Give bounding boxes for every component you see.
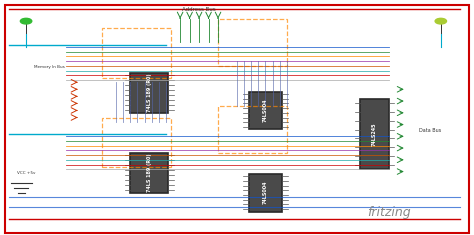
Bar (130, 153, 168, 193)
Bar (218, 106, 287, 153)
Bar (249, 92, 282, 129)
Text: Data Bus: Data Bus (419, 128, 442, 133)
Text: 74LS245: 74LS245 (372, 122, 377, 146)
Text: VCC +5v: VCC +5v (17, 171, 35, 175)
Text: fritzing: fritzing (367, 206, 410, 219)
Text: Memory In Bus: Memory In Bus (35, 65, 65, 69)
Text: Address Bus: Address Bus (182, 7, 216, 12)
Bar (360, 99, 389, 169)
Text: 74LS004: 74LS004 (263, 181, 268, 204)
Circle shape (20, 18, 32, 24)
Bar (218, 19, 287, 66)
Text: 74LS 189 (R0): 74LS 189 (R0) (147, 153, 152, 192)
Bar (249, 174, 282, 212)
Bar (102, 28, 171, 78)
Text: 74LS 189 (R0): 74LS 189 (R0) (147, 74, 152, 112)
Bar (102, 118, 171, 167)
Circle shape (435, 18, 447, 24)
Bar (130, 73, 168, 113)
Text: 74LS004: 74LS004 (263, 99, 268, 122)
